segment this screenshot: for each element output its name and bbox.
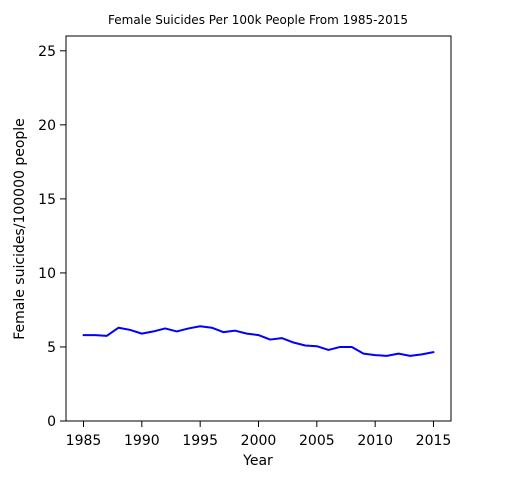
y-tick-label: 20 [38, 118, 56, 134]
series-line [82, 325, 435, 357]
x-axis-ticks: 1985 1990 1995 2000 2005 2010 2015 [66, 421, 452, 449]
y-tick-label: 25 [38, 44, 56, 60]
y-tick-label: 5 [47, 340, 56, 356]
y-tick-label: 0 [47, 414, 56, 430]
plot-frame [65, 35, 452, 422]
y-axis-ticks: 0 5 10 15 20 25 [38, 44, 66, 430]
x-tick-label: 2010 [357, 433, 393, 449]
x-tick-label: 1985 [66, 433, 102, 449]
x-tick-label: 1995 [182, 433, 218, 449]
x-tick-label: 2000 [241, 433, 277, 449]
x-tick-label: 2015 [416, 433, 452, 449]
x-axis-label: Year [242, 453, 273, 469]
y-tick-label: 15 [38, 192, 56, 208]
chart-title: Female Suicides Per 100k People From 198… [108, 13, 408, 27]
y-axis-label: Female suicides/100000 people [12, 118, 28, 340]
x-tick-label: 1990 [124, 433, 160, 449]
x-tick-label: 2005 [299, 433, 335, 449]
y-tick-label: 10 [38, 266, 56, 282]
